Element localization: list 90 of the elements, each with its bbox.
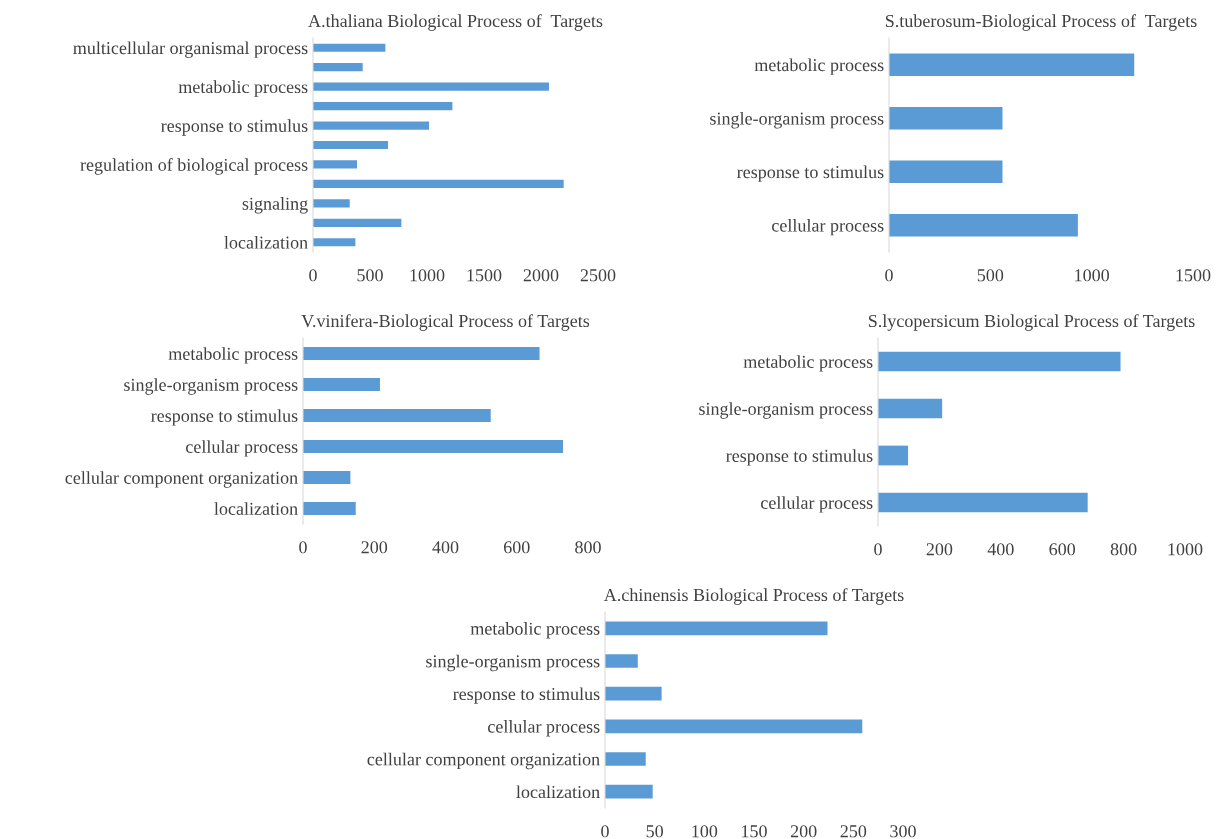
y-tick-label: metabolic process — [470, 622, 600, 639]
x-tick-label: 800 — [1110, 543, 1137, 556]
bar — [878, 445, 909, 466]
bar — [605, 719, 863, 734]
bar — [313, 218, 402, 227]
bar — [889, 53, 1135, 76]
y-tick-label: localization — [516, 785, 600, 799]
y-tick-label: response to stimulus — [453, 687, 600, 704]
bar — [313, 102, 453, 111]
x-tick-label: 800 — [575, 541, 601, 554]
bar — [313, 82, 549, 91]
x-tick-label: 2000 — [523, 269, 559, 282]
bar — [303, 346, 540, 361]
x-tick-label: 1500 — [467, 269, 502, 282]
chart-title: S.tuberosum-Biological Process of Targets — [885, 14, 1197, 31]
bar — [889, 160, 1003, 183]
bar — [313, 160, 357, 169]
x-tick-label: 500 — [357, 269, 383, 282]
y-tick-label: localization — [224, 236, 308, 249]
y-tick-label: single-organism process — [124, 378, 298, 395]
x-tick-label: 500 — [977, 269, 1004, 282]
bar — [605, 686, 662, 701]
y-tick-label: metabolic process — [754, 58, 884, 75]
bar — [313, 140, 389, 150]
y-tick-label: cellular process — [772, 218, 884, 236]
y-tick-label: regulation of biological process — [80, 158, 308, 175]
bar — [878, 492, 1088, 513]
y-tick-label: metabolic process — [178, 80, 308, 97]
chart-title: S.lycopersicum Biological Process of Targets — [868, 314, 1195, 331]
x-tick-label: 600 — [1049, 543, 1076, 556]
y-tick-label: cellular process — [761, 496, 873, 513]
bar — [313, 238, 356, 247]
x-tick-label: 100 — [692, 825, 718, 838]
bar — [313, 63, 363, 72]
y-tick-label: cellular process — [488, 720, 600, 737]
bar — [313, 43, 386, 52]
x-tick-label: 1000 — [410, 269, 445, 282]
x-tick-label: 0 — [299, 541, 307, 554]
bar — [313, 179, 564, 188]
x-tick-label: 300 — [890, 825, 916, 838]
x-tick-label: 200 — [926, 543, 953, 556]
x-tick-label: 200 — [790, 825, 817, 838]
x-tick-label: 600 — [503, 541, 530, 554]
x-tick-label: 0 — [309, 269, 317, 282]
y-tick-label: cellular component organization — [65, 471, 298, 488]
bar — [303, 408, 491, 423]
chart-title: A.chinensis Biological Process of Targets — [603, 588, 904, 605]
bar — [605, 621, 828, 636]
x-tick-label: 200 — [361, 541, 388, 554]
bar — [313, 199, 350, 208]
y-tick-label: multicellular organismal process — [73, 41, 308, 58]
bar — [605, 752, 646, 766]
bar — [303, 470, 351, 485]
y-tick-label: metabolic process — [743, 355, 873, 372]
y-tick-label: cellular component organization — [367, 752, 600, 770]
bar — [878, 398, 943, 419]
x-tick-label: 0 — [601, 825, 609, 838]
y-tick-label: metabolic process — [168, 347, 298, 364]
bar — [605, 784, 653, 799]
x-tick-label: 50 — [646, 825, 664, 838]
y-tick-label: response to stimulus — [151, 409, 298, 426]
x-tick-label: 0 — [885, 269, 893, 282]
x-tick-label: 0 — [874, 543, 882, 556]
x-tick-label: 150 — [742, 825, 767, 838]
bar — [605, 654, 638, 668]
y-tick-label: signaling — [242, 197, 308, 214]
x-tick-label: 1500 — [1176, 269, 1211, 282]
y-tick-label: single-organism process — [710, 111, 884, 129]
bar — [878, 351, 1121, 372]
y-tick-label: response to stimulus — [726, 449, 873, 466]
x-tick-label: 250 — [840, 825, 867, 838]
bar — [303, 439, 564, 454]
bar — [889, 107, 1003, 130]
y-tick-label: localization — [214, 502, 298, 515]
chart-title: A.thaliana Biological Process of Targets — [308, 14, 603, 31]
y-tick-label: single-organism process — [699, 402, 873, 419]
x-tick-label: 1000 — [1168, 543, 1203, 556]
bar — [303, 377, 380, 392]
y-tick-label: response to stimulus — [737, 165, 884, 182]
bar — [889, 214, 1078, 237]
bar — [303, 501, 356, 516]
x-tick-label: 400 — [987, 543, 1014, 556]
x-tick-label: 400 — [432, 541, 459, 554]
bar — [313, 121, 430, 130]
x-tick-label: 1000 — [1075, 269, 1110, 282]
x-tick-label: 2500 — [580, 269, 616, 282]
y-tick-label: response to stimulus — [161, 119, 308, 136]
y-tick-label: single-organism process — [426, 654, 600, 672]
chart-title: V.vinifera-Biological Process of Targets — [301, 314, 590, 331]
y-tick-label: cellular process — [186, 440, 298, 457]
